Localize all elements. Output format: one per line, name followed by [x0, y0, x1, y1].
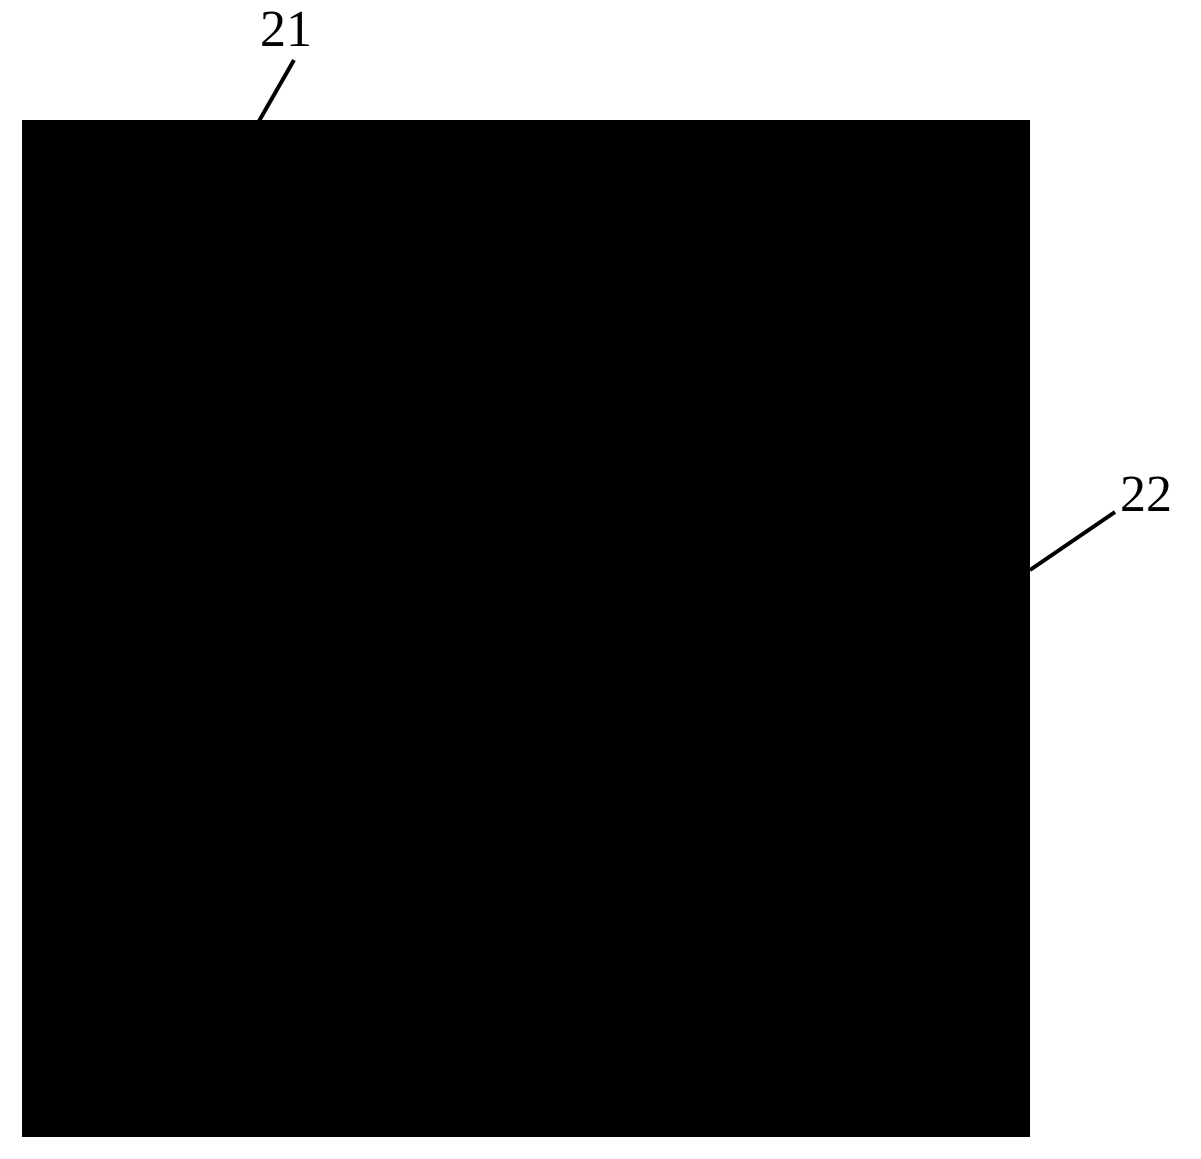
label-21: 21: [260, 0, 312, 59]
diagram-container: 21 22: [0, 0, 1201, 1159]
label-22: 22: [1120, 465, 1172, 524]
leader-line-22: [1030, 512, 1115, 570]
black-square: [22, 120, 1030, 1137]
diagram-svg: [0, 0, 1201, 1159]
leader-line-21: [255, 60, 294, 128]
